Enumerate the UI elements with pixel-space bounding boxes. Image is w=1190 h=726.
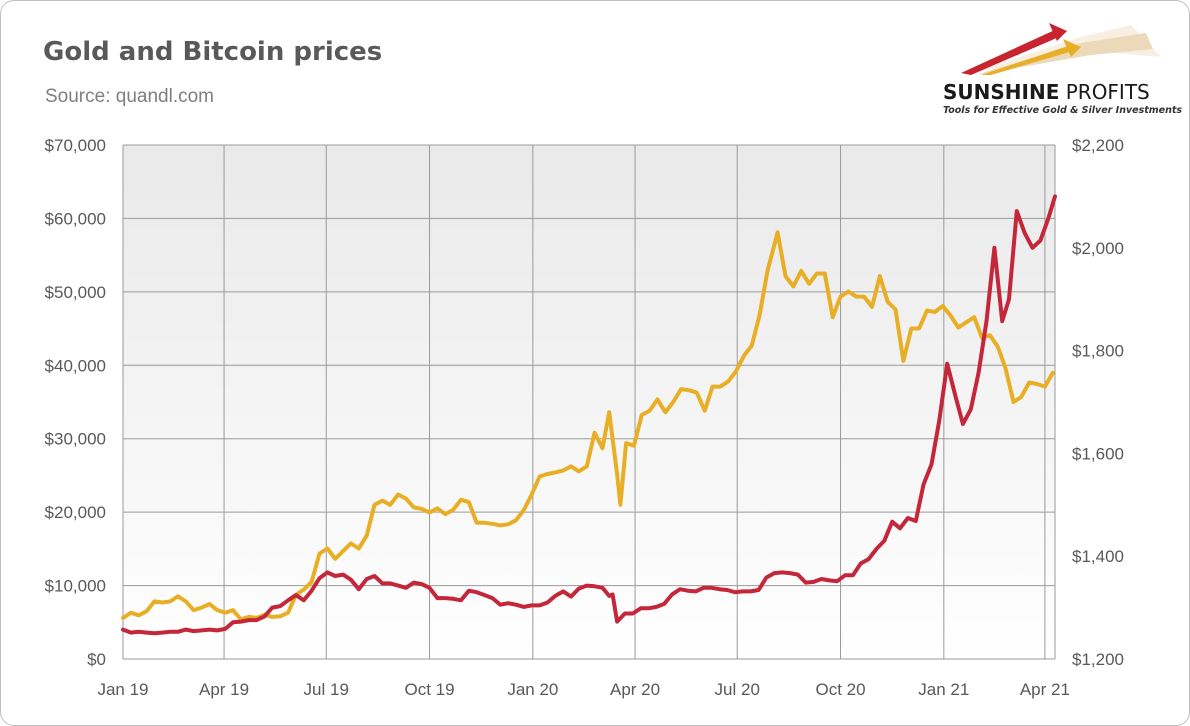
series-lines — [121, 194, 1057, 636]
y-right-tick-label: $1,400 — [1072, 547, 1124, 566]
series-line-left — [121, 194, 1057, 636]
y-right-tick-label: $1,600 — [1072, 444, 1124, 463]
rising-arrows-icon — [961, 23, 1161, 75]
y-left-tick-label: $30,000 — [45, 430, 106, 449]
y-right-tick-label: $2,000 — [1072, 239, 1124, 258]
x-tick-label: Apr 21 — [1020, 680, 1070, 699]
y-axis-left: $0 $10,000 $20,000 $30,000 $40,000 $50,000 $60… — [45, 136, 106, 669]
y-left-tick-label: $10,000 — [45, 577, 106, 596]
x-tick-label: Apr 19 — [199, 680, 249, 699]
x-tick-label: Jan 21 — [918, 680, 969, 699]
y-left-tick-label: $20,000 — [45, 503, 106, 522]
series-line-right — [121, 230, 1055, 622]
y-left-tick-label: $0 — [87, 650, 106, 669]
x-tick-label: Apr 20 — [610, 680, 660, 699]
chart-title: Gold and Bitcoin prices — [43, 37, 383, 67]
y-right-tick-label: $1,800 — [1072, 342, 1124, 361]
logo-tagline: Tools for Effective Gold & Silver Invest… — [943, 105, 1183, 116]
x-tick-label: Oct 20 — [815, 680, 865, 699]
y-axis-right: $1,200 $1,400 $1,600 $1,800 $2,000 $2,200 — [1072, 136, 1124, 669]
plot-area — [123, 145, 1055, 659]
x-tick-label: Jul 19 — [304, 680, 349, 699]
y-right-tick-label: $1,200 — [1072, 650, 1124, 669]
logo-name-bold: SUNSHINE — [943, 80, 1060, 104]
logo-name: SUNSHINE PROFITS — [943, 80, 1150, 104]
x-tick-label: Oct 19 — [405, 680, 455, 699]
y-left-tick-label: $40,000 — [45, 356, 106, 375]
y-right-tick-label: $2,200 — [1072, 136, 1124, 155]
x-tick-label: Jul 20 — [715, 680, 760, 699]
grid-lines — [122, 144, 1056, 660]
logo-name-light: PROFITS — [1059, 80, 1150, 104]
y-left-tick-label: $70,000 — [45, 136, 106, 155]
sunshine-profits-logo: SUNSHINE PROFITS Tools for Effective Gol… — [931, 17, 1182, 117]
x-tick-label: Jan 20 — [507, 680, 558, 699]
y-left-tick-label: $50,000 — [45, 283, 106, 302]
chart-subtitle: Source: quandl.com — [45, 86, 214, 107]
y-left-tick-label: $60,000 — [45, 209, 106, 228]
x-axis: Jan 19 Apr 19 Jul 19 Oct 19 Jan 20 Apr 20 Jul … — [97, 680, 1069, 699]
x-tick-label: Jan 19 — [97, 680, 148, 699]
